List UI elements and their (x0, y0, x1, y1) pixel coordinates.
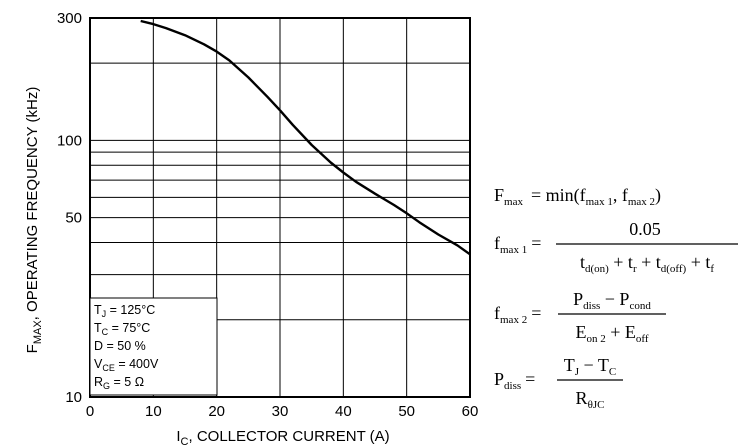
y-axis-label-main: F (24, 344, 41, 353)
x-tick-label: 50 (398, 403, 415, 420)
equation-fmax1-lhs: fmax 1 = (494, 233, 541, 256)
x-axis-label-rest: , COLLECTOR CURRENT (A) (188, 428, 389, 445)
equation-fmax1-numerator: 0.05 (629, 219, 661, 239)
condition-line: D = 50 % (94, 339, 146, 353)
y-axis-label-sub: MAX (32, 320, 44, 345)
y-tick-label: 100 (57, 132, 82, 149)
conditions-box-frame (89, 297, 218, 396)
curve-layer (140, 19, 471, 256)
equation-pdiss-lhs: Pdiss = (494, 369, 535, 392)
condition-line: TC = 75°C (94, 321, 150, 337)
condition-line: TJ = 125°C (94, 303, 155, 319)
equation-fmax1-denominator: td(on) + tr + td(off) + tf (580, 252, 714, 275)
x-tick-label: 30 (272, 403, 289, 420)
x-tick-label: 0 (86, 403, 94, 420)
equation-pdiss-numerator: TJ − TC (564, 355, 616, 378)
y-tick-label: 50 (65, 210, 82, 227)
plot-frame (89, 17, 471, 398)
equation-fmax2-lhs: fmax 2 = (494, 303, 541, 326)
x-axis-label-main: I (176, 428, 180, 445)
equation-fmax: Fmax = min(fmax 1, fmax 2) (494, 185, 661, 208)
equation-pdiss-denominator: RθJC (576, 388, 605, 411)
x-tick-labels: 0 10 20 30 40 50 60 (86, 403, 479, 420)
x-tick-label: 20 (208, 403, 225, 420)
y-tick-label: 300 (57, 10, 82, 27)
x-tick-label: 60 (462, 403, 479, 420)
equations-block: Fmax = min(fmax 1, fmax 2) fmax 1 = 0.05 t… (494, 185, 738, 411)
condition-line: RG = 5 Ω (94, 375, 144, 391)
equation-fmax2-numerator: Pdiss − Pcond (573, 289, 651, 312)
test-conditions-box: TJ = 125°C TC = 75°C D = 50 % VCE = 400V RG … (89, 297, 218, 396)
y-tick-label: 10 (65, 389, 82, 406)
x-tick-label: 10 (145, 403, 162, 420)
y-axis-label: FMAX, OPERATING FREQUENCY (kHz) (24, 87, 44, 354)
condition-line: VCE = 400V (94, 357, 159, 373)
frequency-curve (140, 19, 471, 256)
x-axis-label-sub: C (181, 436, 189, 447)
x-tick-label: 40 (335, 403, 352, 420)
equation-fmax2-denominator: Eon 2 + Eoff (575, 322, 648, 345)
y-tick-labels: 10 100 50 300 (57, 10, 82, 406)
y-axis-label-rest: , OPERATING FREQUENCY (kHz) (24, 87, 41, 321)
x-axis-label: IC, COLLECTOR CURRENT (A) (176, 428, 389, 447)
